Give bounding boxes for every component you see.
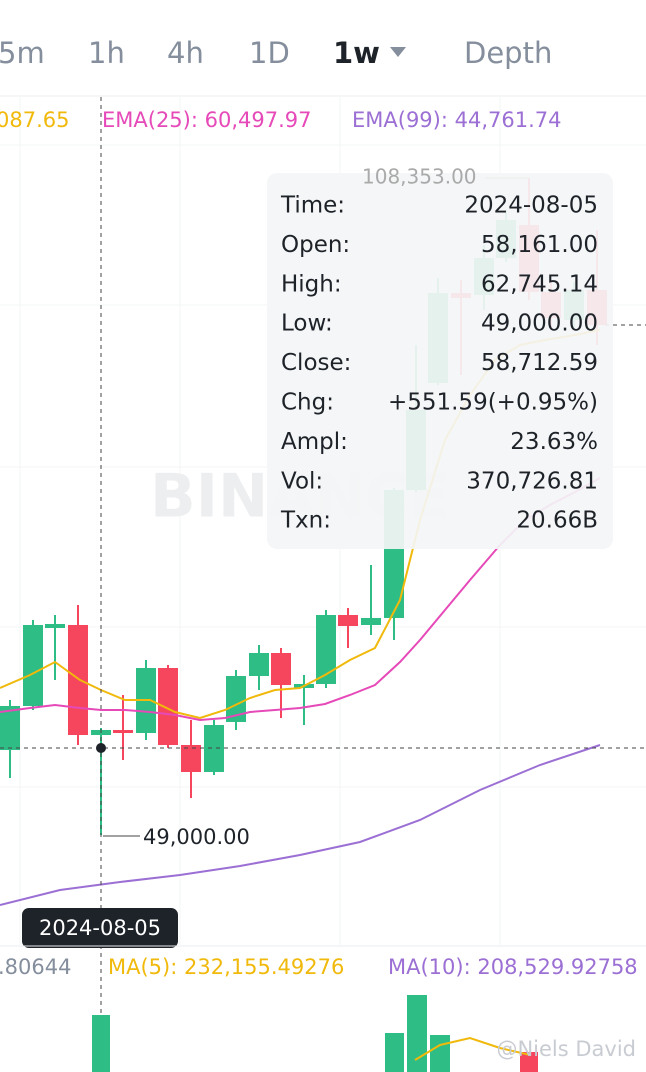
ema25-value: EMA(25): 60,497.97 [102, 108, 312, 132]
tab[interactable]: 4h [167, 36, 204, 70]
tooltip-value: 49,000.00 [481, 311, 598, 337]
candle-body [158, 668, 178, 745]
ma5-value: MA(5): 232,155.49276 [108, 955, 344, 979]
tab[interactable]: Depth [464, 36, 552, 70]
ema99-value: EMA(99): 44,761.74 [352, 108, 562, 132]
high-marker: 108,353.00 [362, 165, 477, 189]
ma10-value: MA(10): 208,529.92758 [388, 955, 638, 979]
volume-ma-line [414, 1036, 531, 1061]
volume-bar [92, 1015, 110, 1072]
tooltip-value: 62,745.14 [481, 271, 598, 297]
tooltip-value: 20.66B [516, 508, 598, 534]
volume-bar [385, 1033, 404, 1072]
crosshair-point [96, 743, 106, 753]
crosshair-date: 2024-08-05 [39, 916, 161, 940]
tooltip-label: Time: [280, 193, 345, 219]
interval-tabs: 5m 1h 4h 1D 1w Depth [0, 36, 552, 70]
tab[interactable]: 5m [0, 36, 45, 70]
ma-value: 087.65 [0, 108, 69, 132]
tooltip-label: Vol: [281, 468, 323, 494]
candle-body [271, 653, 291, 685]
candle-body [45, 624, 65, 628]
tab[interactable]: 1h [88, 36, 125, 70]
tooltip-value: 2024-08-05 [464, 193, 598, 219]
tooltip-label: Txn: [280, 508, 331, 534]
candle-body [181, 745, 201, 772]
tooltip-value: 58,712.59 [481, 350, 598, 376]
tab[interactable]: 1D [249, 36, 290, 70]
volume-value: .80644 [0, 955, 71, 979]
volume-bar [430, 1035, 450, 1072]
volume-bar [520, 1052, 538, 1072]
ema99-line [0, 744, 601, 906]
tooltip-label: Open: [281, 232, 350, 258]
tooltip-label: Chg: [281, 390, 334, 416]
tooltip-rows: Time: 2024-08-05 Open: 58,161.00 High: 62,745… [280, 193, 598, 534]
candle-body [0, 706, 20, 750]
candle-body [316, 615, 336, 684]
tooltip-value: +551.59(+0.95%) [388, 390, 598, 416]
tooltip-label: High: [281, 271, 342, 297]
tooltip-value: 370,726.81 [466, 468, 598, 494]
candle-body [226, 676, 246, 722]
candle-body [23, 625, 43, 706]
tooltip [267, 173, 613, 549]
candle-body [113, 730, 133, 733]
volume-bar [407, 995, 427, 1072]
candle-body [338, 615, 358, 626]
date-badge [22, 908, 178, 948]
tooltip-label: Ampl: [281, 429, 348, 455]
candle-body [68, 625, 88, 735]
tooltip-label: Low: [281, 311, 333, 337]
tooltip-value: 58,161.00 [481, 232, 598, 258]
low-marker: 49,000.00 [143, 825, 250, 849]
tab-active[interactable]: 1w [333, 36, 380, 70]
tooltip-label: Close: [281, 350, 351, 376]
candle-body [249, 653, 269, 676]
candle-body [361, 618, 381, 625]
credit: @Niels David [496, 1037, 636, 1061]
dropdown-icon[interactable] [390, 47, 406, 57]
tooltip-value: 23.63% [510, 429, 598, 455]
candle-body [204, 725, 224, 772]
